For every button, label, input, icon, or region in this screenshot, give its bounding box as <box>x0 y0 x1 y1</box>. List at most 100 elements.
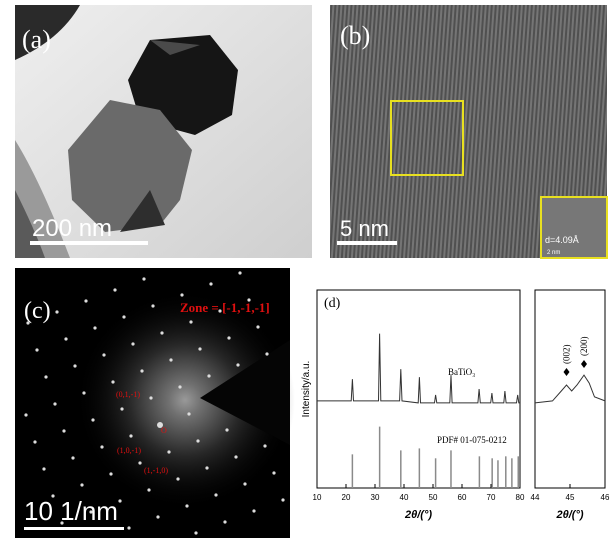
diffraction-spot <box>227 336 231 340</box>
diffraction-spot <box>272 471 276 475</box>
halo <box>75 290 295 510</box>
diffraction-spot <box>42 467 46 471</box>
panel-label: (a) <box>22 25 51 54</box>
scale-bar <box>24 527 124 530</box>
diffraction-spot <box>140 369 144 373</box>
particle <box>15 5 80 60</box>
diffraction-spot <box>156 515 160 519</box>
diffraction-spot <box>263 444 267 448</box>
diffraction-spot <box>51 494 55 498</box>
panel-d: (d) 10 20 30 40 50 60 70 80 2θ/(°) Intensity/a.u.… <box>301 289 610 521</box>
diffraction-spot <box>120 407 124 411</box>
diffraction-spot <box>225 428 229 432</box>
beam-stop <box>200 340 290 445</box>
diffraction-spot <box>196 439 200 443</box>
inset <box>540 196 608 259</box>
diffraction-spot <box>160 331 164 335</box>
x-axis-label: 2θ/(°) <box>555 509 583 521</box>
diffraction-spot <box>118 499 122 503</box>
pattern-line <box>317 333 520 404</box>
panel-a: (a) 200 nm <box>15 5 312 258</box>
diffraction-spot <box>209 282 213 286</box>
x-tick-label: 20 <box>342 493 351 502</box>
diffraction-spot <box>91 418 95 422</box>
diffraction-spot <box>111 380 115 384</box>
panel-c: (c) Zone = [-1,-1,-1] 10 1/nm (0,1,-1) O (… <box>15 268 295 538</box>
diffraction-spot <box>138 461 142 465</box>
diffraction-spot <box>64 337 68 341</box>
diffraction-spot <box>189 320 193 324</box>
diffraction-spot <box>281 498 285 502</box>
diffraction-spot <box>247 298 251 302</box>
diffraction-spot <box>73 364 77 368</box>
diffraction-spot <box>167 450 171 454</box>
diffraction-spot <box>127 526 131 530</box>
diffraction-spot <box>24 413 28 417</box>
diffraction-spot <box>82 391 86 395</box>
diffraction-spot <box>89 510 93 514</box>
particle <box>120 190 165 232</box>
diffraction-spot <box>147 488 151 492</box>
scale-bar <box>337 241 397 245</box>
diffraction-spot <box>71 456 75 460</box>
diffraction-spot <box>113 288 117 292</box>
diffraction-spot <box>176 477 180 481</box>
diffraction-spot <box>151 304 155 308</box>
panel-label: (c) <box>24 298 51 324</box>
plot-frame <box>316 289 521 489</box>
diffraction-spot <box>198 347 202 351</box>
scale-bar <box>30 241 148 245</box>
y-axis-label: Intensity/a.u. <box>301 361 312 418</box>
scale-bar-label: 200 nm <box>32 215 112 242</box>
x-tick-label: 70 <box>487 493 496 502</box>
diffraction-spot <box>129 434 133 438</box>
diffraction-spot <box>265 352 269 356</box>
diffraction-spot <box>142 277 146 281</box>
diffraction-spot <box>53 402 57 406</box>
diffraction-spot <box>180 293 184 297</box>
x-tick-label: 40 <box>400 493 409 502</box>
diffraction-spot <box>60 521 64 525</box>
spot-label: O <box>161 426 167 435</box>
panel-label: (b) <box>340 21 370 50</box>
diffraction-spot <box>218 309 222 313</box>
diffraction-spot <box>223 520 227 524</box>
series-label: BaTiO₃ <box>448 367 475 377</box>
peak-marker <box>581 360 587 368</box>
x-tick-label: 45 <box>566 493 575 502</box>
zone-axis: Zone = [-1,-1,-1] <box>180 300 270 315</box>
inset-scale: 2 nm <box>547 250 560 256</box>
diffraction-spot <box>84 299 88 303</box>
diffraction-spot <box>207 374 211 378</box>
diffraction-spot <box>178 385 182 389</box>
panel-b: d=4.09Å 2 nm (b) 5 nm <box>330 5 608 259</box>
diffraction-spot <box>100 445 104 449</box>
particle <box>68 100 192 232</box>
selection-box <box>390 100 464 176</box>
diffraction-spot <box>149 396 153 400</box>
particle <box>150 40 200 55</box>
x-tick-label: 46 <box>601 493 610 502</box>
diffraction-spot <box>214 493 218 497</box>
diffraction-spot <box>157 422 163 428</box>
inset-text: d=4.09Å <box>545 235 579 245</box>
diffraction-spot <box>185 504 189 508</box>
x-tick-label: 50 <box>429 493 438 502</box>
scale-bar-label: 10 1/nm <box>24 496 118 526</box>
diffraction-spot <box>243 482 247 486</box>
diffraction-spot <box>131 342 135 346</box>
diffraction-spot <box>62 429 66 433</box>
x-tick-label: 10 <box>313 493 322 502</box>
diffraction-spot <box>55 310 59 314</box>
pattern-line <box>534 374 606 404</box>
diffraction-spot <box>234 455 238 459</box>
diffraction-spot <box>256 325 260 329</box>
series-label: PDF# 01-075-0212 <box>437 435 507 445</box>
diffraction-spot <box>238 271 242 275</box>
diffraction-spot <box>236 363 240 367</box>
scale-bar-label: 5 nm <box>340 216 389 241</box>
diffraction-spot <box>194 531 198 535</box>
spot-label: (1,0,-1) <box>117 446 141 455</box>
diffraction-spot <box>80 483 84 487</box>
